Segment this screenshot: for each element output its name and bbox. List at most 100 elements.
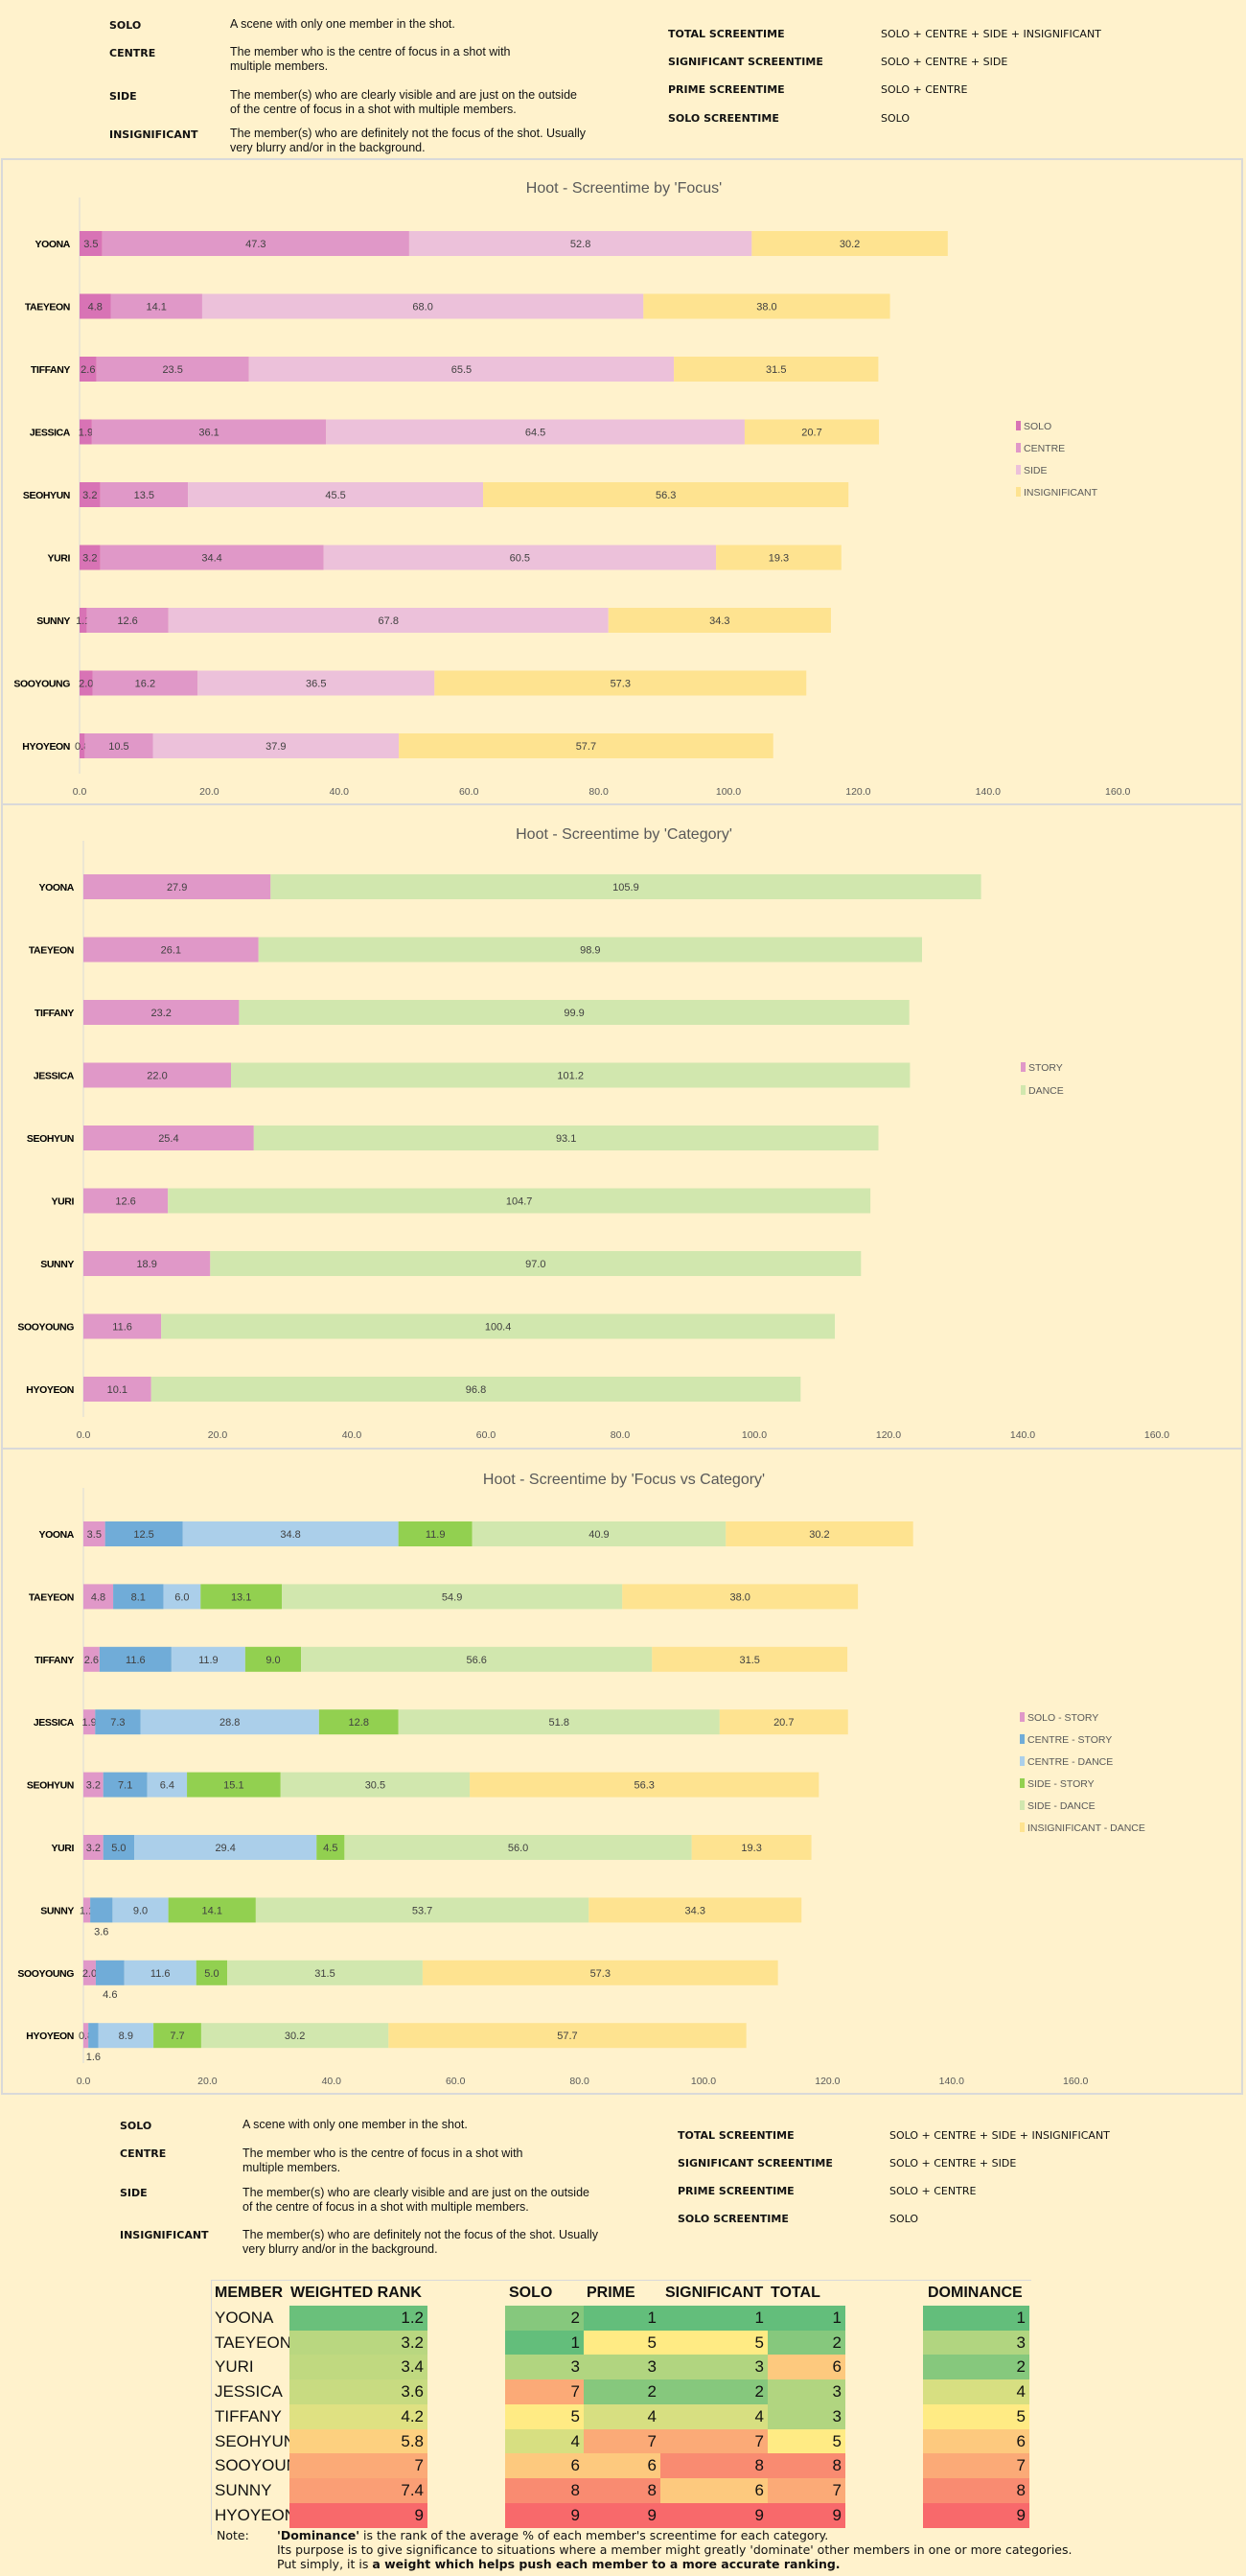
data-label: 29.4 — [215, 1843, 235, 1854]
x-tick-label: 100.0 — [716, 786, 741, 798]
significant-cell: 9 — [660, 2502, 768, 2528]
legend-swatch — [1016, 465, 1021, 475]
data-label: 37.9 — [265, 741, 286, 753]
data-label: 4.8 — [91, 1591, 105, 1603]
bar-segment — [80, 231, 103, 256]
focus-chart: Hoot - Screentime by 'Focus' YOONA 3.5 47.3… — [1, 158, 1243, 805]
category-label: TIFFANY — [35, 1655, 74, 1666]
term-significant-screentime: SIGNIFICANT SCREENTIME — [668, 56, 823, 68]
term-insignificant: INSIGNIFICANT — [120, 2229, 209, 2241]
data-label: 31.5 — [739, 1655, 759, 1666]
category-label: YOONA — [38, 1529, 74, 1541]
data-label: 7.3 — [110, 1717, 125, 1729]
bar-segment — [83, 1000, 240, 1025]
formula-prime-screentime: SOLO + CENTRE — [881, 83, 968, 96]
x-tick-label: 40.0 — [330, 786, 350, 798]
desc-solo: A scene with only one member in the shot… — [230, 17, 455, 31]
solo-cell: 4 — [505, 2428, 584, 2454]
desc-insignificant: The member(s) who are definitely not the… — [242, 2228, 599, 2256]
legend-label: INSIGNIFICANT — [1024, 487, 1098, 499]
bar-segment — [244, 1646, 302, 1672]
data-label: 9.0 — [133, 1905, 148, 1916]
desc-side: The member(s) who are clearly visible an… — [230, 88, 577, 116]
bar-segment — [470, 1772, 819, 1798]
data-label: 14.1 — [147, 302, 167, 313]
header-member: MEMBER — [215, 2285, 284, 2301]
total-cell: 9 — [768, 2502, 845, 2528]
legend-swatch — [1020, 1756, 1025, 1766]
category-label: SEOHYUN — [27, 1780, 74, 1792]
bar-segment — [168, 608, 609, 633]
dominance-cell: 5 — [923, 2403, 1029, 2429]
data-label: 47.3 — [245, 239, 265, 250]
data-label: 98.9 — [580, 945, 600, 957]
weighted-rank-cell: 9 — [289, 2502, 427, 2528]
x-tick-label: 160.0 — [1144, 1429, 1169, 1441]
term-total-screentime: TOTAL SCREENTIME — [668, 28, 785, 40]
dominance-cell: 1 — [923, 2306, 1029, 2331]
data-label: 11.6 — [126, 1655, 146, 1666]
bar-segment — [99, 1646, 172, 1672]
data-label: 2.0 — [79, 679, 93, 690]
data-label: 57.3 — [611, 679, 631, 690]
legend-swatch — [1016, 421, 1021, 430]
data-label: 11.6 — [150, 1968, 171, 1980]
data-label: 56.0 — [508, 1843, 528, 1854]
bar-segment — [140, 1709, 319, 1735]
data-label: 11.9 — [426, 1529, 446, 1541]
bar-segment — [187, 1772, 281, 1798]
bar-segment — [744, 419, 880, 445]
data-label: 12.8 — [349, 1717, 369, 1729]
category-label: SOOYOUNG — [13, 679, 70, 690]
total-cell: 6 — [768, 2355, 845, 2380]
data-label: 56.6 — [466, 1655, 486, 1666]
member-name: HYOYEON — [215, 2505, 289, 2524]
weighted-rank-cell: 7.4 — [289, 2477, 427, 2503]
bar-segment — [83, 1313, 162, 1339]
bar-segment — [326, 419, 745, 445]
header-solo: SOLO — [509, 2285, 553, 2301]
bar-segment — [134, 1835, 317, 1860]
data-label: 30.2 — [809, 1529, 829, 1541]
significant-cell: 5 — [660, 2330, 768, 2356]
member-name: SOOYOUN — [215, 2456, 289, 2475]
bar-segment — [316, 1835, 345, 1860]
bar-segment — [398, 1521, 473, 1546]
prime-cell: 5 — [584, 2330, 660, 2356]
x-tick-label: 140.0 — [1010, 1429, 1035, 1441]
category-label: JESSICA — [34, 1717, 75, 1729]
term-solo: SOLO — [109, 19, 142, 32]
bar-segment — [483, 482, 849, 507]
bar-segment — [113, 1584, 164, 1610]
bar-segment — [83, 1126, 254, 1150]
bar-segment — [92, 670, 198, 696]
data-label: 22.0 — [147, 1071, 167, 1082]
bar-segment — [434, 670, 807, 696]
bar-segment — [188, 482, 484, 507]
bar-segment — [153, 2023, 201, 2049]
bar-segment — [124, 1960, 196, 1985]
bar-segment — [255, 1897, 589, 1923]
bar-segment — [716, 545, 842, 570]
bar-segment — [422, 1960, 778, 1985]
data-label: 93.1 — [556, 1133, 576, 1145]
legend-swatch — [1020, 1800, 1025, 1810]
term-side: SIDE — [120, 2187, 148, 2199]
formula-significant-screentime: SOLO + CENTRE + SIDE — [889, 2157, 1017, 2170]
term-prime-screentime: PRIME SCREENTIME — [668, 83, 785, 96]
term-total-screentime: TOTAL SCREENTIME — [678, 2129, 795, 2142]
data-label: 40.9 — [588, 1529, 609, 1541]
bar-segment — [90, 1897, 113, 1923]
legend-label: STORY — [1028, 1062, 1063, 1074]
data-label: 3.2 — [86, 1843, 101, 1854]
member-name: TAEYEON — [215, 2332, 289, 2352]
data-label: 100.4 — [485, 1322, 512, 1334]
bar-segment — [344, 1835, 692, 1860]
legend-label: CENTRE - DANCE — [1027, 1756, 1113, 1768]
dominance-cell: 8 — [923, 2477, 1029, 2503]
x-tick-label: 60.0 — [459, 786, 479, 798]
data-label: 10.5 — [108, 741, 128, 753]
x-tick-label: 20.0 — [199, 786, 219, 798]
data-label: 3.2 — [82, 490, 97, 501]
bar-segment — [588, 1897, 802, 1923]
